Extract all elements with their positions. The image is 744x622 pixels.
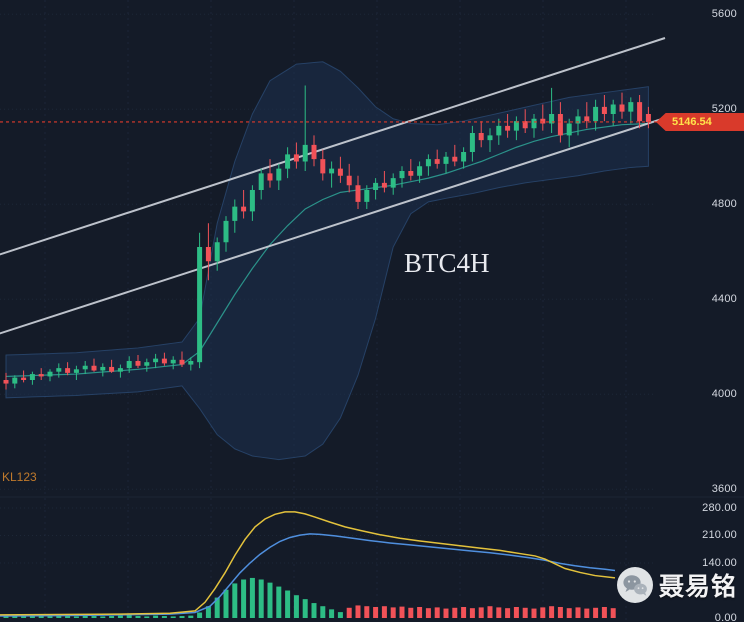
watermark-name: 聂易铭 — [659, 573, 738, 601]
symbol-label: BTC4H — [404, 248, 490, 278]
trend-channel — [0, 37, 666, 335]
indicator-histogram — [3, 577, 616, 618]
indicator-label-kl123: KL123 — [2, 470, 37, 484]
author-watermark: 聂易铭 — [616, 566, 737, 604]
wechat-icon — [616, 566, 654, 604]
indicator-lines — [0, 511, 616, 617]
last-price-tag: 5146.54 — [656, 113, 744, 131]
candles — [3, 85, 651, 390]
